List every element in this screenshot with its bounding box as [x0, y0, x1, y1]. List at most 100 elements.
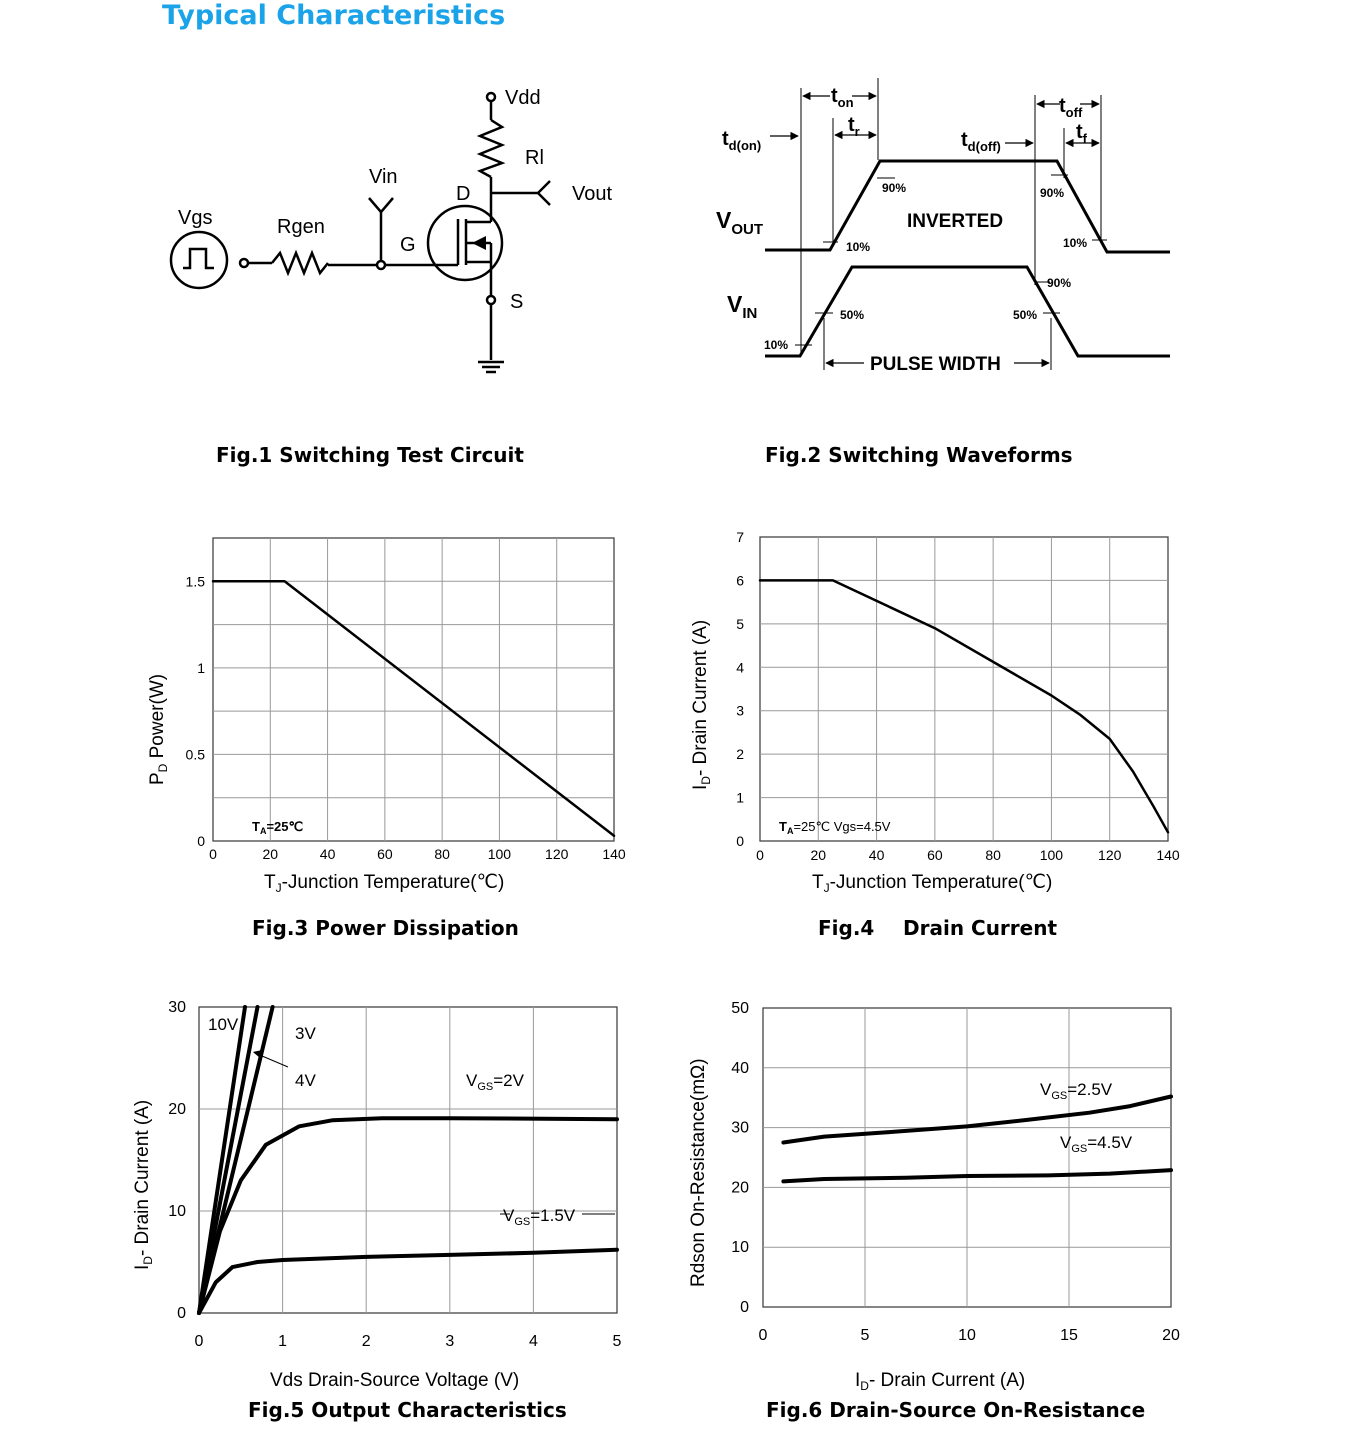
fig5-x-tick-label: 0: [195, 1333, 204, 1350]
t-off-label: toff: [1059, 95, 1083, 120]
pulse-width-label: PULSE WIDTH: [870, 354, 1001, 375]
fig3-y-tick-label: 1: [197, 660, 205, 676]
fig4-caption-title: Drain Current: [903, 916, 1058, 940]
fig4-x-tick-label: 100: [1040, 847, 1064, 863]
fig6-x-tick-label: 5: [861, 1327, 870, 1344]
fig5-label-vgs-2v: VGS=2V: [466, 1071, 525, 1093]
gate-label: G: [400, 234, 416, 256]
pct-90-vout-fall: 90%: [1040, 186, 1064, 200]
fig6-y-tick-label: 0: [740, 1299, 749, 1316]
fig3-y-tick-label: 0.5: [186, 746, 206, 762]
fig5-series-line-1: [197, 1005, 247, 1315]
drain-label: D: [456, 183, 470, 205]
fig5-x-tick-label: 4: [529, 1333, 538, 1350]
fig6-x-tick-label: 0: [759, 1327, 768, 1344]
pct-90-vin-fall: 90%: [1047, 276, 1071, 290]
fig5-y-tick-label: 10: [168, 1203, 186, 1220]
fig5-series-line-5: [197, 1247, 619, 1315]
fig5-caption: Fig.5 Output Characteristics: [248, 1398, 567, 1422]
td-off-label: td(off): [961, 129, 1001, 154]
fig4-y-tick-label: 0: [736, 833, 744, 849]
fig3-y-axis-label: PD Power(W): [147, 674, 170, 785]
pct-50-vin-fall: 50%: [1013, 308, 1037, 322]
fig3-y-tick-label: 0: [197, 833, 205, 849]
fig4-y-tick-label: 1: [736, 790, 744, 806]
pct-10-vin-rise: 10%: [764, 338, 788, 352]
fig5-x-tick-label: 5: [613, 1333, 622, 1350]
fig6-y-axis-label: Rdson On-Resistance(mΩ): [688, 1058, 709, 1287]
fig4-x-axis-label: TJ-Junction Temperature(℃): [812, 872, 1052, 895]
t-on-label: ton: [831, 85, 854, 110]
fig5-label-10v: 10V: [208, 1015, 239, 1034]
vin-wave-label: VIN: [727, 291, 757, 322]
vout-wave-label: VOUT: [716, 207, 763, 238]
fig3-x-tick-label: 100: [488, 846, 512, 862]
fig4-y-tick-label: 3: [736, 703, 744, 719]
fig6-label-vgs-2-5v: VGS=2.5V: [1040, 1080, 1113, 1102]
fig6-label-vgs-4-5v: VGS=4.5V: [1060, 1133, 1133, 1155]
fig1-caption: Fig.1 Switching Test Circuit: [216, 443, 524, 467]
fig5-x-tick-label: 1: [278, 1333, 287, 1350]
fig2-caption: Fig.2 Switching Waveforms: [765, 443, 1073, 467]
inverted-label: INVERTED: [907, 211, 1003, 232]
fig4-x-tick-label: 20: [810, 847, 826, 863]
fig5-y-axis-label: ID- Drain Current (A): [132, 1100, 155, 1270]
fig5-x-tick-label: 2: [362, 1333, 371, 1350]
fig6-y-tick-label: 10: [731, 1239, 749, 1256]
t-f-label: tf: [1076, 121, 1088, 146]
fig6-y-tick-label: 20: [731, 1179, 749, 1196]
fig5-pointer-arrow-icon: [253, 1050, 262, 1058]
fig4-caption-number: Fig.4: [818, 916, 875, 940]
fig4-y-tick-label: 2: [736, 746, 744, 762]
fig5-series-line-4: [197, 1116, 619, 1315]
fig3-caption: Fig.3 Power Dissipation: [252, 916, 519, 940]
fig4-y-axis-label: ID- Drain Current (A): [690, 620, 713, 790]
fig4-y-tick-label: 7: [736, 529, 744, 545]
fig3-x-tick-label: 60: [377, 846, 393, 862]
fig5-label-4v: 4V: [295, 1071, 316, 1090]
fig3-x-axis-label: TJ-Junction Temperature(℃): [264, 872, 504, 895]
fig5-x-tick-label: 3: [445, 1333, 454, 1350]
fig6-x-tick-label: 20: [1162, 1327, 1180, 1344]
td-on-label: td(on): [722, 128, 761, 153]
fig4-x-tick-label: 120: [1098, 847, 1122, 863]
fig6-series-line-1: [781, 1094, 1173, 1145]
pct-10-vout-fall: 10%: [1063, 236, 1087, 250]
pct-50-vin-rise: 50%: [840, 308, 864, 322]
fig6-y-tick-label: 50: [731, 1000, 749, 1017]
fig3-x-tick-label: 140: [602, 846, 626, 862]
fig4-y-tick-label: 4: [736, 659, 744, 675]
vin-label: Vin: [369, 166, 398, 188]
pct-10-vout-rise: 10%: [846, 240, 870, 254]
vdd-label: Vdd: [505, 87, 541, 109]
fig4-y-tick-label: 5: [736, 616, 744, 632]
t-r-label: tr: [848, 114, 860, 139]
fig3-x-tick-label: 80: [434, 846, 450, 862]
fig3-x-tick-label: 40: [320, 846, 336, 862]
fig5-series-line-2: [197, 1005, 260, 1315]
fig3-y-tick-label: 1.5: [186, 573, 206, 589]
fig5-y-tick-label: 30: [168, 999, 186, 1016]
fig3-x-tick-label: 20: [262, 846, 278, 862]
fig5-label-vgs-1-5v: VGS=1.5V: [503, 1206, 576, 1228]
fig3-plot-frame: [212, 537, 615, 842]
fig4-plot-frame: [759, 536, 1169, 842]
fig4-annotation: TA=25℃ Vgs=4.5V: [779, 819, 891, 836]
section-title: Typical Characteristics: [162, 0, 506, 31]
fig3-annotation: TA=25℃: [252, 819, 303, 836]
fig3-x-tick-label: 120: [545, 846, 569, 862]
mosfet-arrow-icon: [472, 236, 486, 250]
fig6-x-tick-label: 15: [1060, 1327, 1078, 1344]
fig6-x-tick-label: 10: [958, 1327, 976, 1344]
pct-90-vout-rise: 90%: [882, 181, 906, 195]
fig5-y-tick-label: 0: [177, 1305, 186, 1322]
rgen-label: Rgen: [277, 216, 325, 238]
fig6-y-tick-label: 30: [731, 1120, 749, 1137]
fig6-caption: Fig.6 Drain-Source On-Resistance: [766, 1398, 1146, 1422]
